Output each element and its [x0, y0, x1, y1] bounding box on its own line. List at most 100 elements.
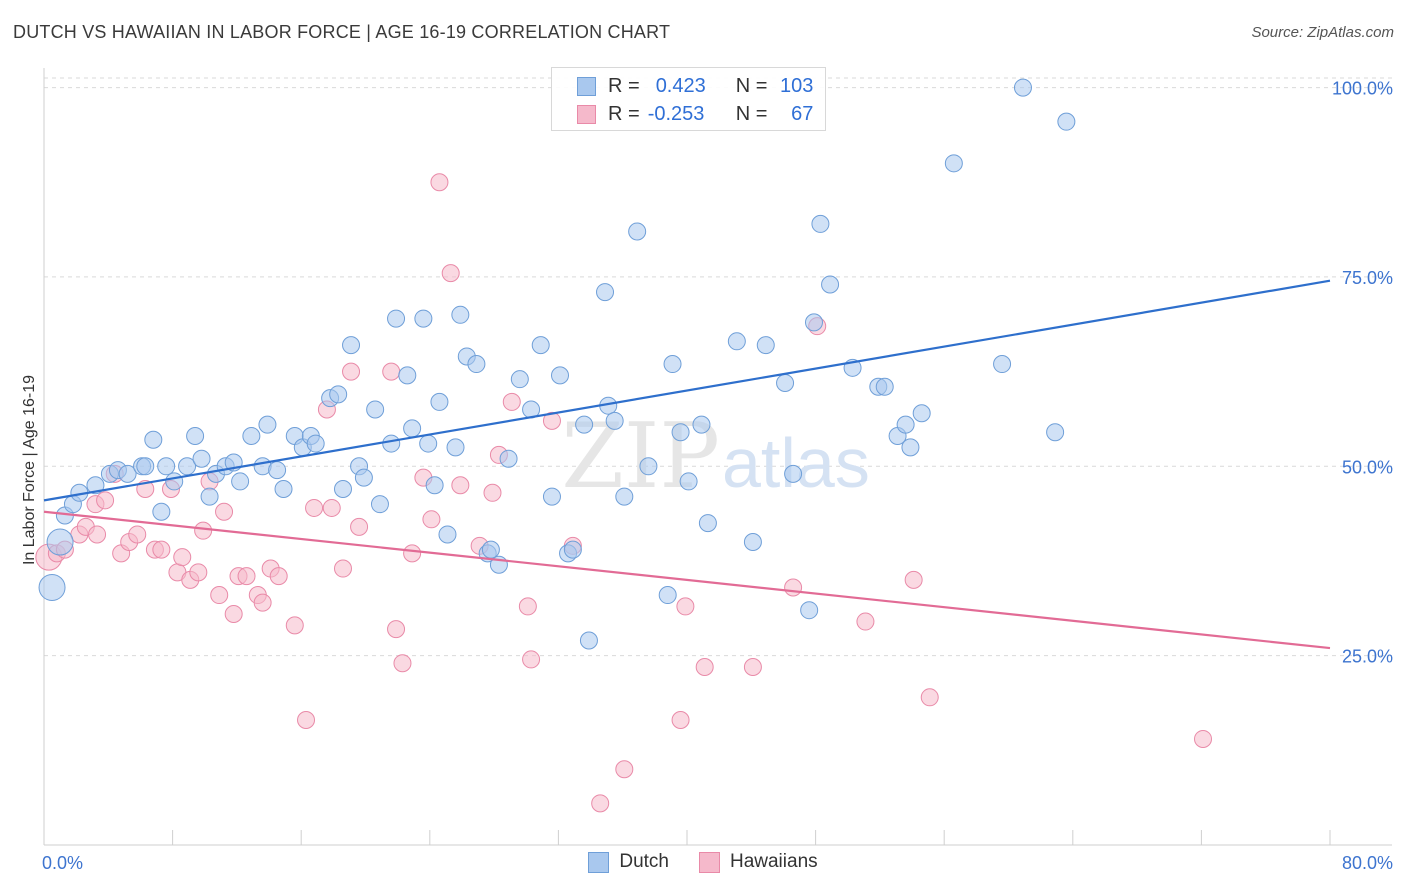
dutch-point: [274, 480, 293, 499]
hawaiian-point: [215, 502, 234, 521]
dutch-point: [727, 332, 746, 351]
hawaiian-point: [743, 658, 762, 677]
hawaiian-point: [224, 604, 243, 623]
dutch-point: [658, 586, 677, 605]
dutch-point: [875, 377, 894, 396]
hawaiian-point: [194, 521, 213, 540]
dutch-point: [403, 419, 422, 438]
tick-labels: 25.0% 50.0% 75.0% 100.0% 0.0% 80.0%: [42, 79, 1393, 873]
hawaiian-point: [297, 711, 316, 730]
dutch-point: [993, 355, 1012, 374]
dutch-point: [178, 457, 197, 476]
hawaiian-point: [152, 540, 171, 559]
legend-item-dutch[interactable]: Dutch: [588, 851, 669, 873]
dutch-point: [118, 464, 137, 483]
hawaiian-point: [1194, 729, 1213, 748]
dutch-point: [628, 222, 647, 241]
y-tick-label: 50.0%: [1342, 457, 1393, 477]
dutch-point: [430, 392, 449, 411]
dutch-point: [38, 573, 66, 601]
hawaiian-point: [784, 578, 803, 597]
dutch-point: [804, 313, 823, 332]
dutch-point: [776, 373, 795, 392]
y-tick-label: 100.0%: [1332, 79, 1393, 99]
dutch-point: [901, 438, 920, 457]
dutch-point: [354, 468, 373, 487]
hawaiian-point: [403, 544, 422, 563]
dutch-swatch: [588, 851, 610, 873]
hawaiian-point: [237, 567, 256, 586]
hawaiian-point: [387, 620, 406, 639]
r-label: R =: [608, 102, 640, 125]
hawaiian-point: [591, 794, 610, 813]
hawaiian-point: [253, 593, 272, 612]
hawaiian-point: [382, 362, 401, 381]
dutch-point: [615, 487, 634, 506]
dutch-point: [575, 415, 594, 434]
dutch-swatch: [577, 76, 596, 96]
series-legend: Dutch Hawaiians: [0, 851, 1406, 873]
hawaiian-point: [920, 688, 939, 707]
dutch-point: [698, 514, 717, 533]
dutch-point: [1057, 112, 1076, 131]
legend-row-dutch: R = 0.423 N = 103: [552, 72, 813, 100]
dutch-point: [451, 305, 470, 324]
correlation-legend: R = 0.423 N = 103 R = -0.253 N = 67: [551, 67, 826, 131]
dutch-point: [467, 355, 486, 374]
hawaiian-point: [285, 616, 304, 635]
hawaiian-point: [173, 548, 192, 567]
hawaiian-point: [502, 392, 521, 411]
hawaiian-points: [35, 173, 1213, 813]
dutch-point: [268, 461, 287, 480]
dutch-point: [382, 434, 401, 453]
dutch-point: [157, 457, 176, 476]
dutch-point: [231, 472, 250, 491]
hawaiian-point: [128, 525, 147, 544]
dutch-point: [306, 434, 325, 453]
hawaiian-point: [189, 563, 208, 582]
hawaiian-point: [342, 362, 361, 381]
dutch-point: [438, 525, 457, 544]
dutch-point: [679, 472, 698, 491]
n-label: N =: [735, 102, 768, 125]
hawaiian-point: [430, 173, 449, 192]
hawaiian-point: [451, 476, 470, 495]
dutch-point: [398, 366, 417, 385]
dutch-point: [663, 355, 682, 374]
dutch-point: [944, 154, 963, 173]
x-tick-label-max: 80.0%: [1342, 853, 1393, 873]
dutch-point: [821, 275, 840, 294]
y-tick-label: 25.0%: [1342, 647, 1393, 667]
dutch-point: [784, 464, 803, 483]
dutch-point: [1013, 78, 1032, 97]
hawaiian-point: [350, 517, 369, 536]
hawaiian-point: [88, 525, 107, 544]
axes: [43, 68, 1392, 846]
dutch-point: [499, 449, 518, 468]
hawaiian-point: [422, 510, 441, 529]
r-value: 0.423: [655, 74, 706, 97]
hawaiian-point: [322, 498, 341, 517]
hawaiian-point: [695, 658, 714, 677]
dutch-point: [551, 366, 570, 385]
dutch-point: [186, 426, 205, 445]
hawaiian-point: [269, 567, 288, 586]
dutch-point: [639, 457, 658, 476]
n-label: N =: [735, 74, 768, 97]
dutch-point: [242, 426, 261, 445]
dutch-point: [387, 309, 406, 328]
hawaiian-swatch: [577, 104, 596, 124]
dutch-point: [366, 400, 385, 419]
dutch-point: [165, 472, 184, 491]
hawaiian-point: [904, 570, 923, 589]
dutch-point: [579, 631, 598, 650]
legend-item-hawaiians[interactable]: Hawaiians: [698, 851, 818, 873]
chart-title: DUTCH VS HAWAIIAN IN LABOR FORCE | AGE 1…: [13, 22, 671, 42]
dutch-point: [481, 540, 500, 559]
dutch-point: [144, 430, 163, 449]
n-value: 103: [780, 74, 814, 97]
dutch-point: [1046, 423, 1065, 442]
dutch-point: [510, 370, 529, 389]
dutch-point: [425, 476, 444, 495]
